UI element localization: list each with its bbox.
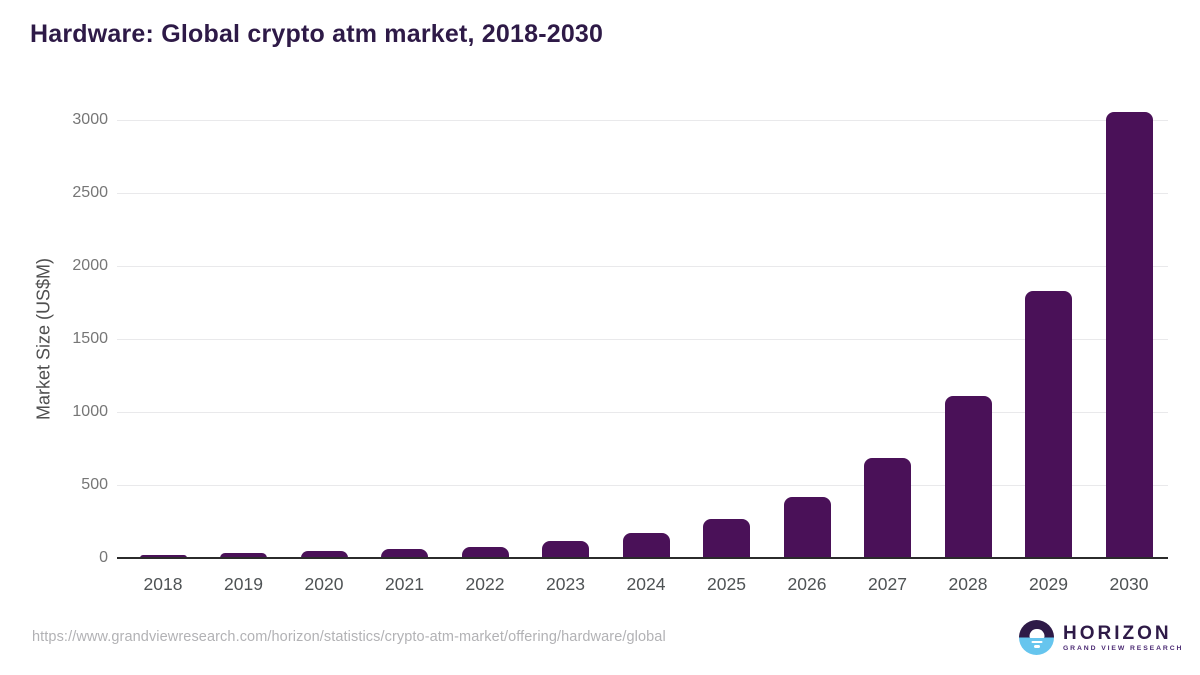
x-tick-label: 2029: [1029, 574, 1068, 594]
gridline: [117, 412, 1168, 413]
bar-2026: [783, 496, 831, 558]
y-tick-label: 3000: [72, 111, 108, 128]
bar-2018: [139, 555, 187, 558]
chart-title: Hardware: Global crypto atm market, 2018…: [30, 20, 604, 48]
y-tick-label: 2000: [72, 257, 108, 274]
bar-2021: [381, 548, 428, 558]
x-tick-label: 2028: [948, 574, 988, 594]
x-tick-label: 2023: [546, 574, 585, 594]
sun-reflection-icon: [1033, 645, 1040, 648]
logo-brand-name: HORIZON: [1063, 622, 1172, 644]
source-url: https://www.grandviewresearch.com/horizo…: [32, 629, 666, 645]
x-tick-label: 2020: [304, 574, 344, 594]
gridline: [117, 339, 1168, 340]
x-tick-label: 2030: [1109, 574, 1149, 594]
bar-2025: [703, 518, 750, 558]
x-tick-label: 2024: [626, 574, 666, 594]
x-axis-line: [117, 557, 1168, 559]
x-tick-label: 2027: [868, 574, 907, 594]
x-tick-label: 2018: [143, 574, 183, 594]
bar-2023: [542, 540, 589, 558]
gridline: [117, 266, 1168, 267]
bar-2030: [1105, 111, 1153, 558]
bar-2027: [864, 457, 911, 558]
gridline: [117, 120, 1168, 121]
bar-2029: [1025, 290, 1072, 558]
x-tick-label: 2021: [385, 574, 424, 594]
y-tick-label: 0: [99, 549, 108, 566]
y-tick-label: 1000: [72, 403, 108, 420]
y-tick-label: 1500: [72, 330, 108, 347]
x-tick-label: 2025: [707, 574, 746, 594]
logo-brand-subtitle: GRAND VIEW RESEARCH: [1063, 644, 1184, 652]
bar-2024: [622, 533, 670, 558]
x-tick-label: 2026: [787, 574, 827, 594]
y-tick-label: 500: [81, 476, 108, 493]
horizon-logo-icon: [1019, 620, 1054, 655]
sun-icon: [1029, 629, 1044, 638]
bar-2019: [220, 553, 267, 558]
horizon-logo-text: HORIZON GRAND VIEW RESEARCH: [1063, 624, 1183, 652]
horizon-logo: HORIZON GRAND VIEW RESEARCH: [1019, 620, 1183, 655]
x-tick-label: 2019: [224, 574, 263, 594]
bar-2022: [461, 546, 509, 558]
y-tick-label: 2500: [72, 184, 108, 201]
gridline: [117, 485, 1168, 486]
x-tick-label: 2022: [465, 574, 505, 594]
sun-reflection-icon: [1031, 640, 1042, 643]
bar-2028: [944, 395, 992, 558]
bar-2020: [300, 551, 348, 558]
gridline: [117, 193, 1168, 194]
